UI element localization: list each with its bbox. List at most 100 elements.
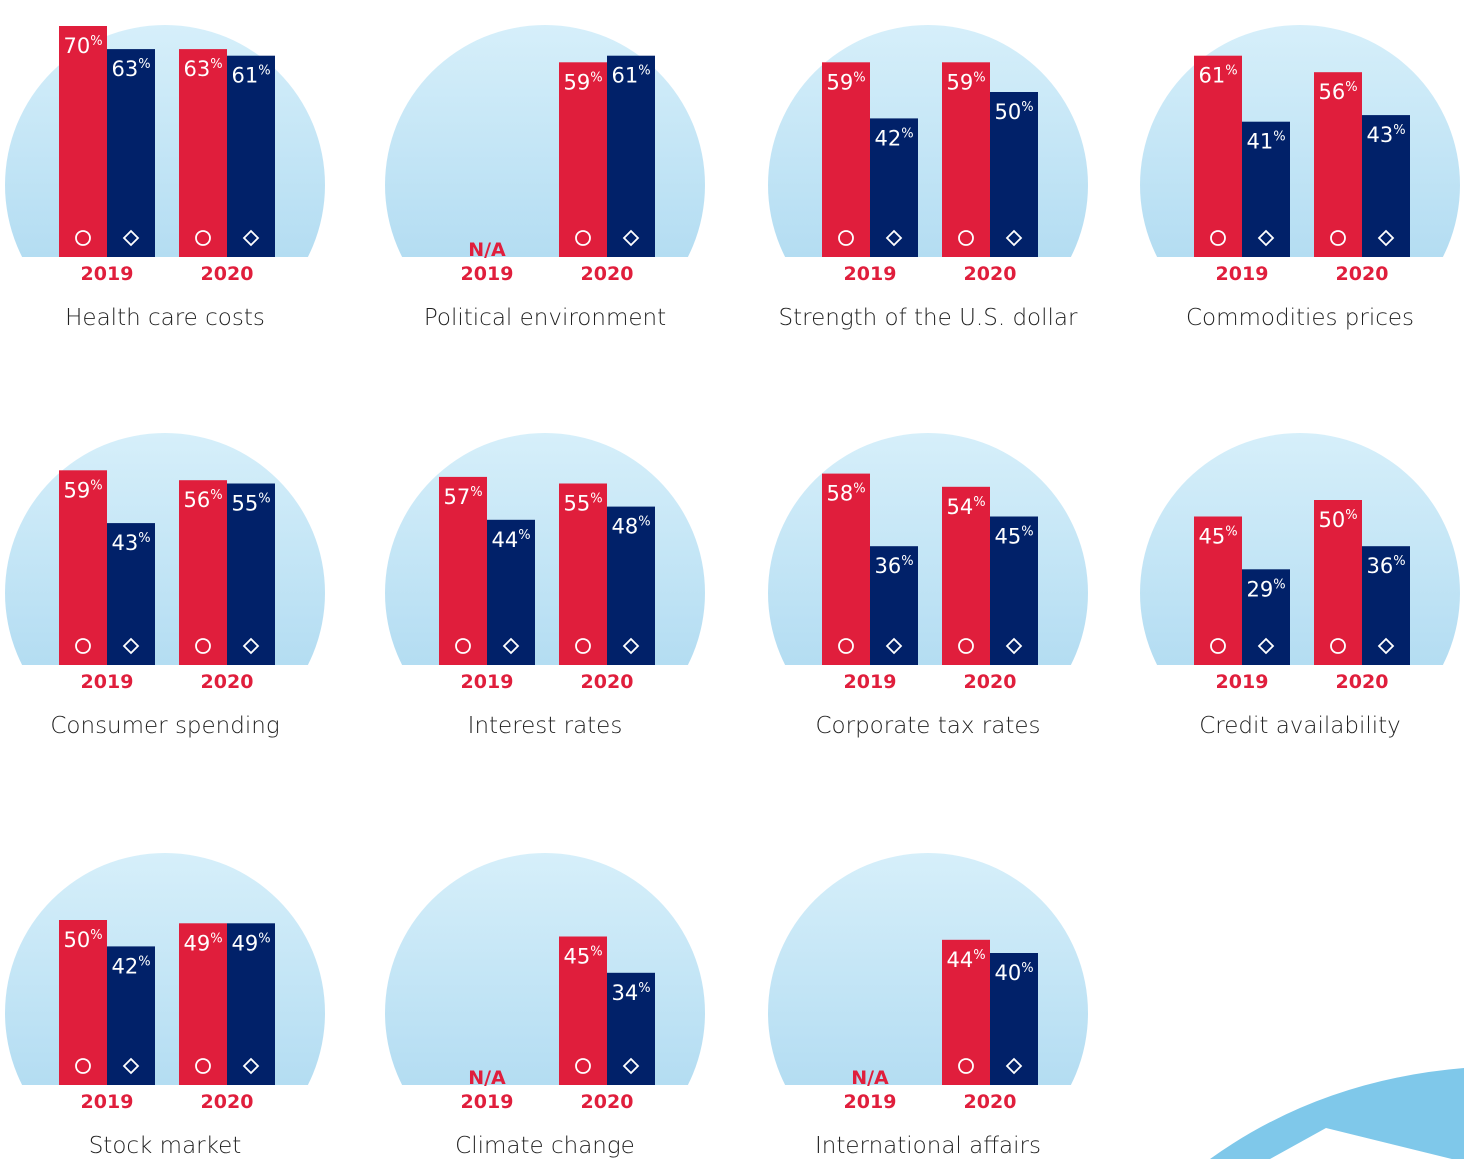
value-label: 44%	[946, 948, 985, 972]
bar	[1314, 72, 1362, 257]
marker-diamond	[122, 229, 140, 247]
marker-diamond	[1005, 1057, 1023, 1075]
decoration	[1270, 1128, 1452, 1159]
x-tick-label: 2019	[81, 263, 134, 285]
dome	[5, 853, 325, 1085]
x-tick-label: 2020	[201, 1091, 254, 1113]
marker-diamond	[242, 1057, 260, 1075]
value-label: 56%	[183, 488, 222, 512]
x-tick-label: 2020	[964, 263, 1017, 285]
bar	[870, 546, 918, 665]
value-label: 50%	[994, 100, 1033, 124]
bar	[107, 523, 155, 665]
value-label: 45%	[1198, 525, 1237, 549]
x-tick-label: 2020	[581, 1091, 634, 1113]
value-label: 55%	[563, 492, 602, 516]
value-label: 42%	[874, 126, 913, 150]
value-label: 49%	[231, 931, 270, 955]
x-tick-label: 2020	[964, 1091, 1017, 1113]
bar	[227, 55, 275, 258]
panel: 2019 57% 44% 2020 55% 48% Interest rates	[385, 433, 705, 739]
bar	[227, 483, 275, 665]
panel: 2019 59% 42% 2020 59% 50% Strength of the U.S.…	[768, 25, 1088, 331]
marker-diamond	[622, 229, 640, 247]
bar	[1362, 546, 1410, 665]
panel: 2019 70% 63% 2020 63% 61% Health care costs	[5, 25, 325, 331]
dome	[5, 433, 325, 665]
x-tick-label: 2020	[201, 671, 254, 693]
panel: 2019 59% 43% 2020 56% 55% Consumer spending	[5, 433, 325, 739]
x-tick-label: 2019	[81, 671, 134, 693]
bar	[607, 972, 655, 1085]
bar	[870, 118, 918, 258]
marker-circle	[575, 638, 591, 654]
marker-diamond	[242, 637, 260, 655]
na-label: N/A	[468, 239, 506, 261]
marker-circle	[1210, 638, 1226, 654]
value-label: 57%	[443, 485, 482, 509]
x-tick-label: 2019	[844, 263, 897, 285]
value-label: 43%	[111, 531, 150, 555]
bar	[1362, 115, 1410, 257]
bar	[559, 483, 607, 665]
value-label: 63%	[111, 57, 150, 81]
value-label: 42%	[111, 954, 150, 978]
dome	[768, 433, 1088, 665]
bar	[1194, 55, 1242, 258]
x-tick-label: 2019	[1216, 671, 1269, 693]
bar	[607, 55, 655, 258]
value-label: 50%	[1318, 508, 1357, 532]
value-label: 59%	[946, 70, 985, 94]
chart-title: Corporate tax rates	[815, 713, 1040, 739]
chart-title: Strength of the U.S. dollar	[779, 305, 1078, 331]
value-label: 41%	[1246, 130, 1285, 154]
marker-circle	[75, 230, 91, 246]
x-tick-label: 2019	[81, 1091, 134, 1113]
x-tick-label: 2019	[461, 671, 514, 693]
marker-diamond	[1005, 229, 1023, 247]
chart-title: International affairs	[815, 1133, 1041, 1159]
bar	[59, 920, 107, 1085]
dome	[1140, 433, 1460, 665]
marker-diamond	[122, 637, 140, 655]
marker-circle	[958, 638, 974, 654]
marker-diamond	[885, 229, 903, 247]
marker-circle	[958, 1058, 974, 1074]
value-label: 58%	[826, 482, 865, 506]
chart-title: Stock market	[89, 1133, 242, 1159]
marker-circle	[575, 1058, 591, 1074]
marker-diamond	[1257, 229, 1275, 247]
decoration	[1210, 1068, 1464, 1159]
value-label: 61%	[611, 64, 650, 88]
value-label: 59%	[63, 478, 102, 502]
bar	[942, 62, 990, 257]
marker-diamond	[1005, 637, 1023, 655]
chart-title: Commodities prices	[1186, 305, 1414, 331]
marker-circle	[195, 638, 211, 654]
marker-circle	[195, 1058, 211, 1074]
value-label: 56%	[1318, 80, 1357, 104]
bar	[107, 946, 155, 1085]
marker-circle	[1330, 230, 1346, 246]
value-label: 34%	[611, 981, 650, 1005]
marker-diamond	[885, 637, 903, 655]
value-label: 61%	[1198, 64, 1237, 88]
value-label: 54%	[946, 495, 985, 519]
bar	[179, 923, 227, 1085]
marker-diamond	[622, 1057, 640, 1075]
panel: 2019 45% 29% 2020 50% 36% Credit availability	[1140, 433, 1460, 739]
bar	[439, 476, 487, 665]
dome	[1140, 25, 1460, 257]
marker-circle	[838, 638, 854, 654]
chart-title: Interest rates	[468, 713, 623, 739]
chart-title: Political environment	[424, 305, 666, 331]
value-label: 36%	[1366, 554, 1405, 578]
dome	[385, 853, 705, 1085]
value-label: 43%	[1366, 123, 1405, 147]
marker-circle	[575, 230, 591, 246]
dome	[385, 25, 705, 257]
x-tick-label: 2020	[964, 671, 1017, 693]
marker-diamond	[1377, 229, 1395, 247]
